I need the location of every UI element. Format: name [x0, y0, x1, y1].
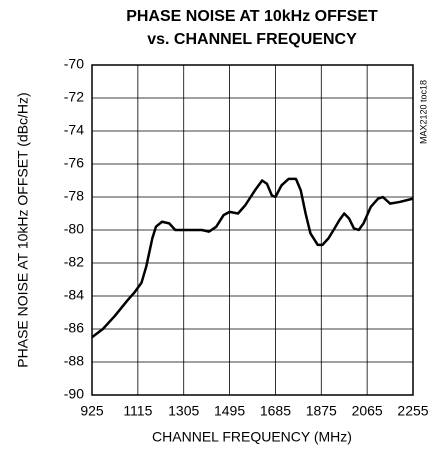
x-tick-label: 1875 [306, 403, 337, 419]
y-tick-label: -74 [64, 122, 84, 138]
y-axis-label: PHASE NOISE AT 10kHz OFFSET (dBc/Hz) [15, 92, 31, 367]
x-tick-label: 925 [80, 403, 104, 419]
x-tick-label: 1495 [214, 403, 245, 419]
y-tick-label: -82 [64, 254, 84, 270]
data-line [91, 177, 414, 339]
y-tick-label: -80 [64, 221, 84, 237]
x-tick-label: 1115 [123, 403, 152, 419]
x-tick-label: 1685 [260, 403, 291, 419]
x-axis-label: CHANNEL FREQUENCY (MHz) [152, 429, 352, 445]
y-tick-label: -76 [64, 155, 84, 171]
annotation: MAX2120 toc18 [418, 80, 428, 144]
y-tick-label: -78 [64, 188, 84, 204]
x-tick-label: 2255 [397, 403, 428, 419]
chart-title: PHASE NOISE AT 10kHz OFFSET [126, 8, 378, 25]
y-tick-label: -72 [64, 89, 84, 105]
y-tick-label: -86 [64, 320, 84, 336]
x-tick-label: 2065 [352, 403, 383, 419]
y-tick-label: -70 [64, 56, 84, 72]
x-tick-label: 1305 [168, 403, 199, 419]
y-tick-label: -90 [64, 386, 84, 402]
chart-title: vs. CHANNEL FREQUENCY [147, 31, 357, 48]
y-tick-label: -84 [64, 287, 84, 303]
y-tick-label: -88 [64, 353, 84, 369]
